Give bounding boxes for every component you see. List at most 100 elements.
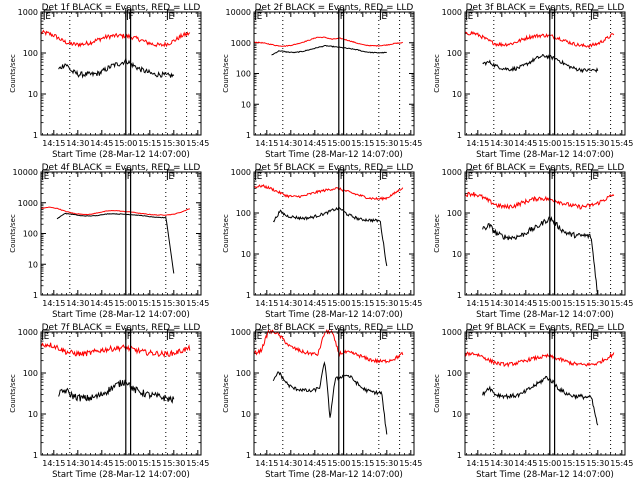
x-tick-label: 14:45	[514, 459, 537, 468]
y-tick-label: 1	[246, 131, 251, 140]
plot-frame	[253, 331, 415, 456]
x-tick-label: 15:00	[538, 139, 561, 148]
x-tick-label: 14:45	[303, 139, 326, 148]
y-tick-label: 1	[246, 291, 251, 300]
marker-label: E	[468, 332, 474, 342]
plot-frame	[40, 11, 202, 136]
y-axis-label: Counts/sec	[9, 374, 17, 413]
x-tick-label: 15:15	[351, 139, 374, 148]
marker-label: E	[168, 172, 174, 182]
x-tick-label: 15:00	[538, 459, 561, 468]
chart-title: Det 8f BLACK = Events, RED = LLD	[255, 323, 414, 333]
plot-frame	[40, 171, 202, 296]
y-tick-label: 10	[452, 410, 462, 419]
marker-label: F	[551, 332, 556, 342]
x-tick-label: 14:30	[66, 459, 89, 468]
y-tick-label: 1000	[231, 39, 251, 48]
x-tick-label: 14:45	[90, 299, 113, 308]
x-tick-label: 14:30	[490, 139, 513, 148]
x-tick-label: 15:30	[586, 459, 609, 468]
x-tick-label: 14:15	[255, 459, 278, 468]
y-tick-label: 10	[28, 260, 38, 269]
y-tick-label: 100	[236, 70, 251, 79]
chart-title: Det 6f BLACK = Events, RED = LLD	[466, 163, 625, 173]
y-axis-label: Counts/sec	[433, 214, 441, 253]
x-tick-label: 14:15	[255, 139, 278, 148]
marker-label: E	[44, 332, 50, 342]
x-tick-label: 15:30	[162, 139, 185, 148]
chart-panel-3: Det 3f BLACK = Events, RED = LLD Start Ti…	[433, 3, 633, 160]
y-tick-label: 1	[33, 291, 38, 300]
x-tick-label: 15:15	[562, 299, 585, 308]
y-tick-label: 1	[457, 451, 462, 460]
x-axis-label: Start Time (28-Mar-12 14:07:00)	[52, 470, 190, 480]
x-axis-label: Start Time (28-Mar-12 14:07:00)	[52, 310, 190, 320]
chart-panel-2: Det 2f BLACK = Events, RED = LLD Start Ti…	[222, 3, 422, 160]
y-axis-label: Counts/sec	[9, 214, 17, 253]
y-tick-label: 1	[457, 131, 462, 140]
chart-panel-1: Det 1f BLACK = Events, RED = LLD Start Ti…	[9, 3, 209, 160]
x-tick-label: 15:30	[586, 299, 609, 308]
x-tick-label: 15:30	[375, 299, 398, 308]
marker-label: F	[551, 12, 556, 22]
series-line-lld	[40, 29, 191, 48]
y-tick-label: 10	[28, 90, 38, 99]
marker-label: F	[127, 332, 132, 342]
chart-title: Det 1f BLACK = Events, RED = LLD	[42, 3, 201, 13]
marker-label: E	[257, 172, 263, 182]
marker-label: E	[592, 172, 598, 182]
x-tick-label: 14:45	[303, 299, 326, 308]
chart-title: Det 5f BLACK = Events, RED = LLD	[255, 163, 414, 173]
marker-label: E	[168, 12, 174, 22]
plot-frame	[253, 11, 415, 136]
marker-label: E	[381, 332, 387, 342]
series-line-events	[58, 379, 175, 404]
y-tick-label: 1000	[442, 168, 462, 177]
y-tick-label: 10	[241, 410, 251, 419]
x-tick-label: 15:45	[610, 139, 633, 148]
x-tick-label: 15:30	[375, 139, 398, 148]
y-tick-label: 100	[236, 209, 251, 218]
series-line-events	[58, 57, 175, 79]
x-tick-label: 15:15	[351, 459, 374, 468]
x-tick-label: 15:00	[114, 459, 137, 468]
x-tick-label: 15:00	[327, 459, 350, 468]
x-tick-label: 14:30	[490, 459, 513, 468]
y-tick-label: 1000	[442, 328, 462, 337]
marker-label: F	[551, 172, 556, 182]
series-line-events	[56, 212, 175, 274]
x-tick-label: 15:45	[610, 459, 633, 468]
x-axis-label: Start Time (28-Mar-12 14:07:00)	[476, 310, 614, 320]
x-tick-label: 14:45	[90, 139, 113, 148]
x-tick-label: 14:15	[42, 139, 65, 148]
y-tick-label: 10	[452, 90, 462, 99]
marker-label: E	[592, 12, 598, 22]
x-tick-label: 15:00	[114, 139, 137, 148]
series-line-lld	[253, 36, 403, 47]
series-line-events	[272, 360, 388, 435]
y-tick-label: 100	[447, 49, 462, 58]
x-tick-label: 14:30	[490, 299, 513, 308]
chart-panel-4: Det 4f BLACK = Events, RED = LLD Start Ti…	[9, 163, 209, 320]
y-tick-label: 100	[447, 209, 462, 218]
x-tick-label: 14:30	[66, 139, 89, 148]
x-tick-label: 15:45	[399, 139, 422, 148]
series-line-events	[271, 45, 387, 56]
y-tick-label: 100	[447, 369, 462, 378]
marker-label: E	[168, 332, 174, 342]
x-tick-label: 15:00	[327, 299, 350, 308]
chart-title: Det 2f BLACK = Events, RED = LLD	[255, 3, 414, 13]
x-tick-label: 15:45	[399, 459, 422, 468]
x-axis-label: Start Time (28-Mar-12 14:07:00)	[52, 150, 190, 160]
series-line-lld	[464, 191, 615, 210]
x-tick-label: 14:45	[514, 139, 537, 148]
x-tick-label: 14:30	[66, 299, 89, 308]
marker-label: E	[257, 332, 263, 342]
marker-label: E	[468, 172, 474, 182]
x-axis-label: Start Time (28-Mar-12 14:07:00)	[265, 470, 403, 480]
y-tick-label: 1	[457, 291, 462, 300]
marker-label: E	[592, 332, 598, 342]
x-tick-label: 14:45	[514, 299, 537, 308]
x-tick-label: 14:45	[90, 459, 113, 468]
x-tick-label: 15:45	[610, 299, 633, 308]
